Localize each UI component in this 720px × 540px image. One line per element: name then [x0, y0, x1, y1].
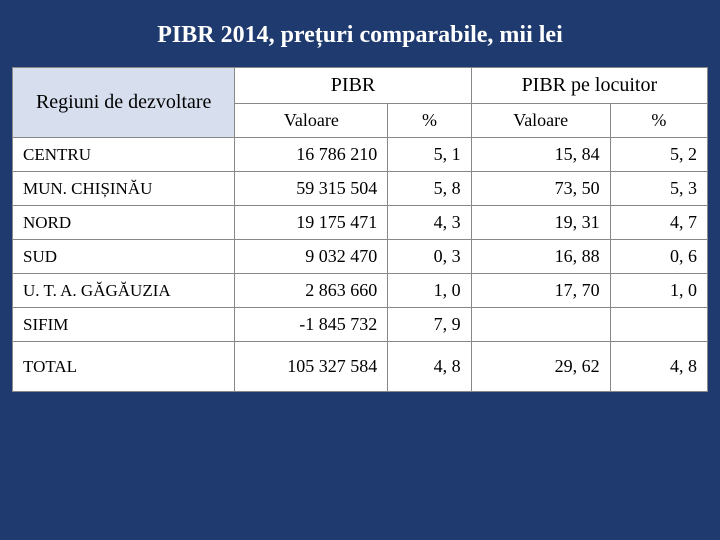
cell-value: 5, 2	[610, 138, 707, 172]
cell-value: 59 315 504	[235, 172, 388, 206]
cell-region: TOTAL	[13, 342, 235, 392]
cell-value: 1, 0	[610, 274, 707, 308]
cell-value: 5, 3	[610, 172, 707, 206]
cell-value: 9 032 470	[235, 240, 388, 274]
table-body: CENTRU 16 786 210 5, 1 15, 84 5, 2 MUN. …	[13, 138, 708, 392]
cell-value: 1, 0	[388, 274, 471, 308]
cell-value	[610, 308, 707, 342]
cell-value: 15, 84	[471, 138, 610, 172]
page-title: PIBR 2014, prețuri comparabile, mii lei	[0, 0, 720, 67]
cell-value: 17, 70	[471, 274, 610, 308]
cell-value: -1 845 732	[235, 308, 388, 342]
cell-value: 73, 50	[471, 172, 610, 206]
cell-region: MUN. CHIȘINĂU	[13, 172, 235, 206]
col-header-region: Regiuni de dezvoltare	[13, 68, 235, 138]
sub-header-valoare-2: Valoare	[471, 104, 610, 138]
cell-value: 4, 8	[388, 342, 471, 392]
cell-region: SIFIM	[13, 308, 235, 342]
table-row: NORD 19 175 471 4, 3 19, 31 4, 7	[13, 206, 708, 240]
col-header-pibr-locuitor: PIBR pe locuitor	[471, 68, 707, 104]
cell-value: 0, 3	[388, 240, 471, 274]
cell-value: 4, 7	[610, 206, 707, 240]
pibr-table: Regiuni de dezvoltare PIBR PIBR pe locui…	[12, 67, 708, 392]
cell-value	[471, 308, 610, 342]
table-row-total: TOTAL 105 327 584 4, 8 29, 62 4, 8	[13, 342, 708, 392]
sub-header-pct-2: %	[610, 104, 707, 138]
table-row: MUN. CHIȘINĂU 59 315 504 5, 8 73, 50 5, …	[13, 172, 708, 206]
table-container: Regiuni de dezvoltare PIBR PIBR pe locui…	[0, 67, 720, 400]
cell-region: NORD	[13, 206, 235, 240]
cell-value: 16, 88	[471, 240, 610, 274]
sub-header-valoare-1: Valoare	[235, 104, 388, 138]
col-header-pibr: PIBR	[235, 68, 471, 104]
cell-value: 7, 9	[388, 308, 471, 342]
cell-region: CENTRU	[13, 138, 235, 172]
table-row: SIFIM -1 845 732 7, 9	[13, 308, 708, 342]
cell-value: 16 786 210	[235, 138, 388, 172]
cell-value: 105 327 584	[235, 342, 388, 392]
table-row: U. T. A. GĂGĂUZIA 2 863 660 1, 0 17, 70 …	[13, 274, 708, 308]
sub-header-pct-1: %	[388, 104, 471, 138]
cell-value: 4, 3	[388, 206, 471, 240]
table-row: SUD 9 032 470 0, 3 16, 88 0, 6	[13, 240, 708, 274]
cell-value: 2 863 660	[235, 274, 388, 308]
cell-value: 19, 31	[471, 206, 610, 240]
cell-value: 5, 8	[388, 172, 471, 206]
table-row: CENTRU 16 786 210 5, 1 15, 84 5, 2	[13, 138, 708, 172]
cell-value: 4, 8	[610, 342, 707, 392]
cell-value: 5, 1	[388, 138, 471, 172]
cell-region: SUD	[13, 240, 235, 274]
cell-value: 0, 6	[610, 240, 707, 274]
cell-value: 29, 62	[471, 342, 610, 392]
cell-region: U. T. A. GĂGĂUZIA	[13, 274, 235, 308]
cell-value: 19 175 471	[235, 206, 388, 240]
